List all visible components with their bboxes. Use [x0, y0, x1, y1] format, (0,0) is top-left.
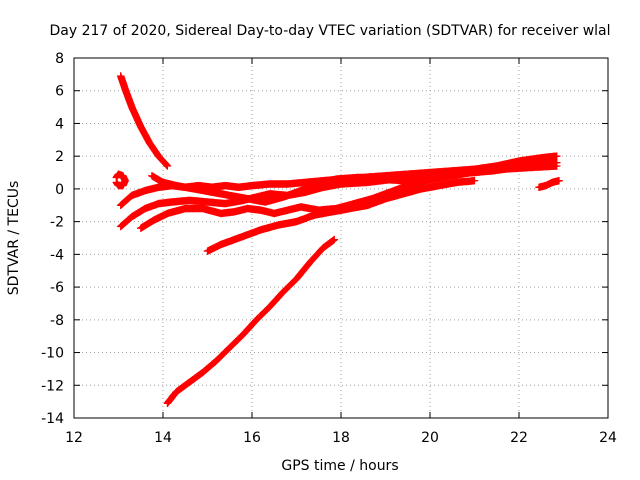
- y-tick-label: -12: [41, 378, 64, 394]
- series-arc-from-13h-lower: [116, 162, 561, 231]
- series-marks-arc-short-end: [535, 176, 563, 192]
- y-tick-label: 0: [55, 182, 64, 198]
- data-series: [112, 72, 563, 408]
- series-arc-deep-rising: [163, 235, 339, 408]
- x-tick-label: 12: [65, 430, 83, 446]
- y-tick-label: 4: [55, 116, 64, 132]
- x-tick-label: 18: [332, 430, 350, 446]
- x-tick-label: 24: [599, 430, 617, 446]
- x-tick-label: 16: [243, 430, 261, 446]
- y-tick-label: 6: [55, 84, 64, 100]
- y-tick-label: -10: [41, 346, 64, 362]
- y-tick-label: -2: [50, 215, 64, 231]
- series-arc-steep-descending: [116, 72, 172, 170]
- x-tick-label: 22: [510, 430, 528, 446]
- series-marks-arc-loop-13h: [112, 170, 130, 190]
- y-tick-label: -14: [41, 411, 64, 427]
- series-arc-from-15h: [203, 176, 479, 255]
- series-arc-short-end: [535, 176, 563, 192]
- y-tick-label: 2: [55, 149, 64, 165]
- y-tick-label: -6: [50, 280, 64, 296]
- y-tick-label: 8: [55, 51, 64, 67]
- series-marks-arc-deep-rising: [163, 235, 339, 408]
- y-tick-label: -4: [50, 247, 64, 263]
- x-tick-label: 14: [154, 430, 172, 446]
- series-marks-arc-steep-descending: [116, 72, 172, 170]
- series-marks-arc-from-13h-lower: [116, 162, 561, 231]
- x-axis-label: GPS time / hours: [281, 458, 398, 474]
- chart-title: Day 217 of 2020, Sidereal Day-to-day VTE…: [49, 23, 610, 39]
- series-arc-loop-13h: [112, 170, 130, 190]
- x-tick-label: 20: [421, 430, 439, 446]
- grid-lines: [74, 58, 608, 418]
- y-axis-label: SDTVAR / TECUs: [6, 181, 22, 296]
- series-marks-arc-from-15h: [203, 176, 479, 255]
- y-tick-label: -8: [50, 313, 64, 329]
